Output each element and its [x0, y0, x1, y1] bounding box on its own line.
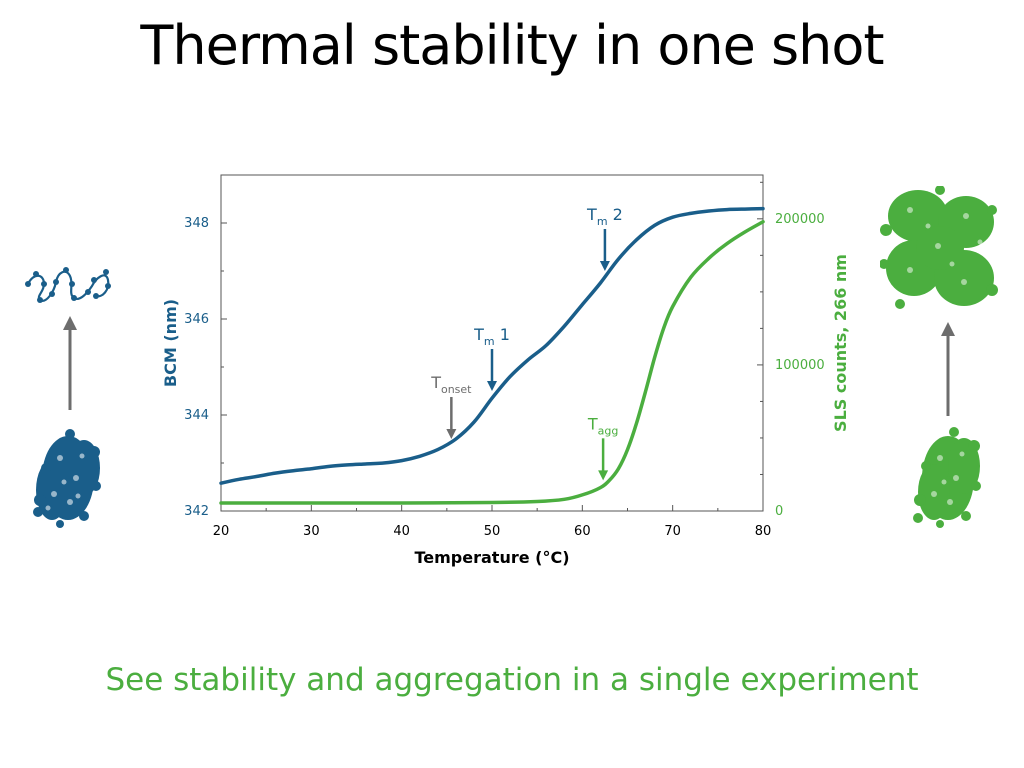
x-tick-label: 30: [303, 524, 320, 539]
sls-series-line: [219, 219, 765, 505]
tm1-arrow-head: [487, 381, 497, 391]
tonset-label: Tonset: [430, 373, 472, 396]
x-tick-label: 40: [393, 524, 410, 539]
folded-protein-icon: [33, 429, 101, 528]
y-tick-label: 346: [184, 312, 209, 327]
bcm-series-line: [219, 206, 765, 485]
slide-subtitle: See stability and aggregation in a singl…: [105, 662, 919, 698]
y2-tick-label: 0: [775, 504, 783, 519]
y-tick-label: 344: [184, 408, 209, 423]
x-tick-label: 60: [574, 524, 591, 539]
tagg-label: Tagg: [587, 414, 619, 437]
tm2-label: Tm 2: [586, 205, 623, 228]
y2-tick-label: 100000: [775, 358, 825, 373]
x-axis-label: Temperature (°C): [414, 548, 569, 567]
folded-protein-icon: [913, 427, 981, 528]
tonset-arrow-head: [446, 429, 457, 439]
y2-axis-label: SLS counts, 266 nm: [831, 254, 850, 432]
x-tick-label: 20: [213, 524, 230, 539]
x-tick-label: 50: [484, 524, 501, 539]
x-tick-label: 80: [755, 524, 772, 539]
y2-tick-label: 200000: [775, 212, 825, 227]
y-tick-label: 348: [184, 216, 209, 231]
up-arrow-icon: [941, 322, 955, 416]
aggregated-protein-icon: [880, 186, 998, 309]
slide-title: Thermal stability in one shot: [140, 14, 884, 77]
up-arrow-icon: [63, 316, 77, 410]
x-tick-label: 70: [664, 524, 681, 539]
y-axis-label: BCM (nm): [161, 299, 180, 387]
tagg-arrow-head: [598, 470, 609, 481]
y-tick-label: 342: [184, 504, 209, 519]
tm1-label: Tm 1: [473, 325, 510, 348]
unfolded-protein-chain-icon: [25, 267, 111, 303]
tm2-arrow-head: [599, 261, 610, 271]
